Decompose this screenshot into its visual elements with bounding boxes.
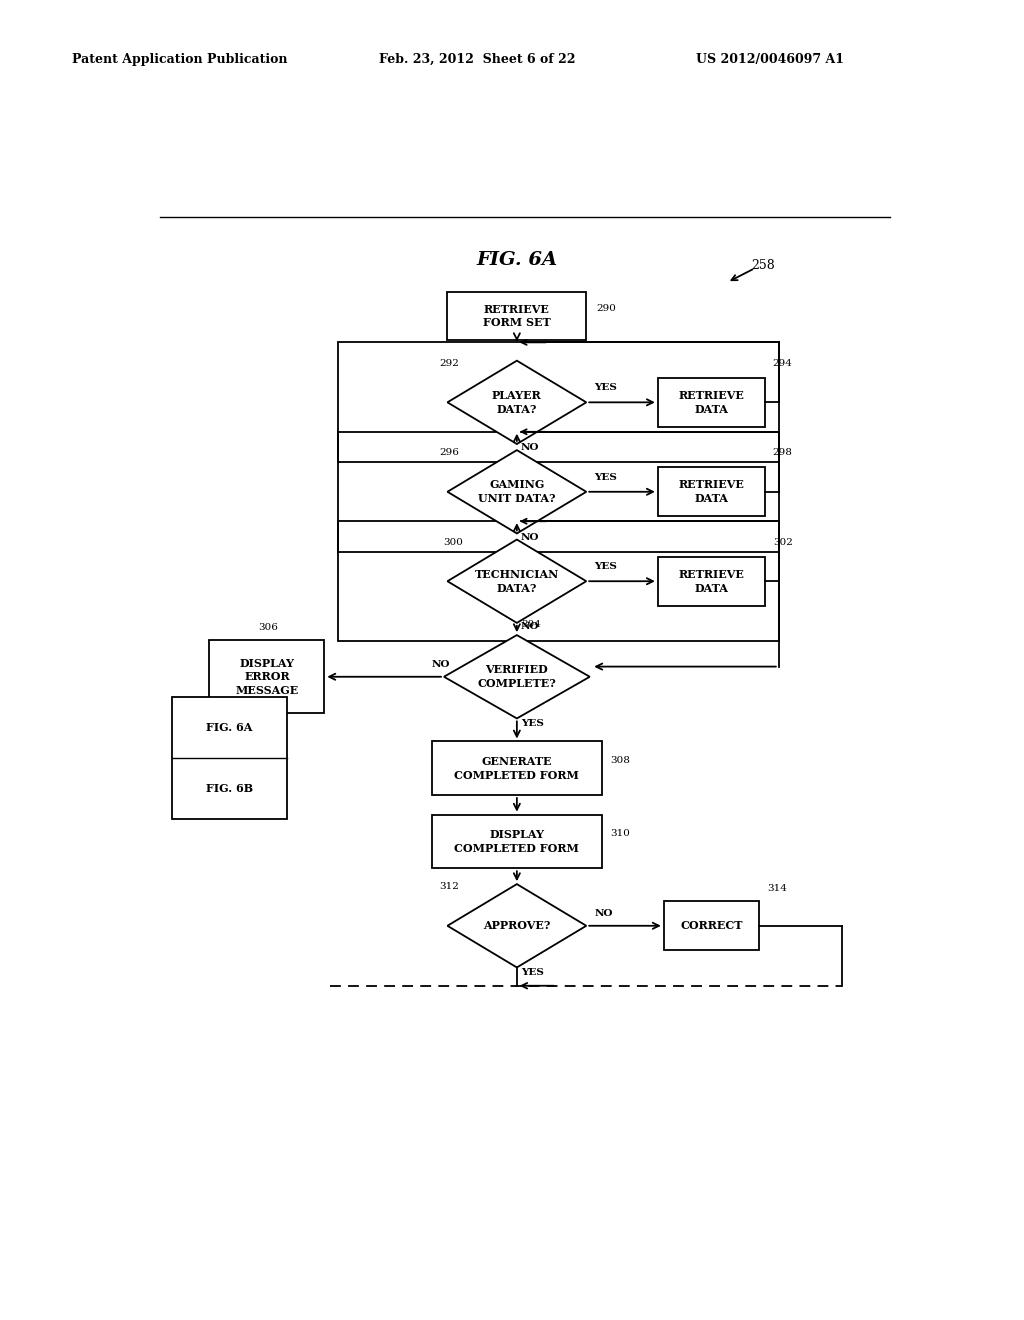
Bar [664,902,759,950]
Text: NO: NO [432,660,451,669]
Text: NO: NO [521,622,540,631]
Text: 258: 258 [751,259,775,272]
Text: 308: 308 [610,756,630,766]
Text: FIG. 6A: FIG. 6A [206,722,252,733]
Text: APPROVE?: APPROVE? [483,920,551,932]
Text: RETRIEVE
FORM SET: RETRIEVE FORM SET [483,304,551,329]
Text: DISPLAY
COMPLETED FORM: DISPLAY COMPLETED FORM [455,829,580,854]
Text: CORRECT: CORRECT [680,920,742,932]
Text: NO: NO [521,444,540,453]
Text: GAMING
UNIT DATA?: GAMING UNIT DATA? [478,479,556,504]
Text: GENERATE
COMPLETED FORM: GENERATE COMPLETED FORM [455,756,580,780]
Text: NO: NO [521,532,540,541]
Text: FIG. 6B: FIG. 6B [206,783,253,795]
Text: TECHNICIAN
DATA?: TECHNICIAN DATA? [475,569,559,594]
Bar [338,521,778,642]
Text: 298: 298 [773,449,793,457]
Bar [657,467,765,516]
Text: NO: NO [594,908,612,917]
Bar [447,292,587,341]
Text: 304: 304 [521,620,541,628]
Bar [431,742,602,795]
Polygon shape [447,540,587,623]
Text: 300: 300 [443,537,463,546]
Text: PLAYER
DATA?: PLAYER DATA? [492,389,542,414]
Text: FIG. 6A: FIG. 6A [476,251,557,269]
Bar [172,697,287,818]
Text: YES: YES [594,473,617,482]
Text: RETRIEVE
DATA: RETRIEVE DATA [678,479,744,504]
Polygon shape [447,450,587,533]
Text: Patent Application Publication: Patent Application Publication [72,53,287,66]
Bar [431,814,602,869]
Polygon shape [444,635,590,718]
Text: 310: 310 [610,829,630,838]
Polygon shape [447,884,587,968]
Text: YES: YES [594,383,617,392]
Text: 312: 312 [439,882,460,891]
Text: YES: YES [521,968,544,977]
Text: YES: YES [521,718,544,727]
Bar [657,378,765,426]
Text: Feb. 23, 2012  Sheet 6 of 22: Feb. 23, 2012 Sheet 6 of 22 [379,53,575,66]
Text: 302: 302 [773,537,793,546]
Text: VERIFIED
COMPLETE?: VERIFIED COMPLETE? [477,664,556,689]
Bar [657,557,765,606]
Polygon shape [447,360,587,444]
Bar [338,432,778,552]
Text: 294: 294 [773,359,793,368]
Bar [338,342,778,462]
Text: RETRIEVE
DATA: RETRIEVE DATA [678,389,744,414]
Text: RETRIEVE
DATA: RETRIEVE DATA [678,569,744,594]
Text: 296: 296 [439,449,460,457]
Text: 314: 314 [767,884,786,894]
Text: US 2012/0046097 A1: US 2012/0046097 A1 [696,53,845,66]
Text: 306: 306 [258,623,279,632]
Bar [209,640,325,713]
Text: YES: YES [594,562,617,572]
Text: 292: 292 [439,359,460,368]
Text: DISPLAY
ERROR
MESSAGE: DISPLAY ERROR MESSAGE [236,657,299,696]
Text: 290: 290 [596,304,615,313]
